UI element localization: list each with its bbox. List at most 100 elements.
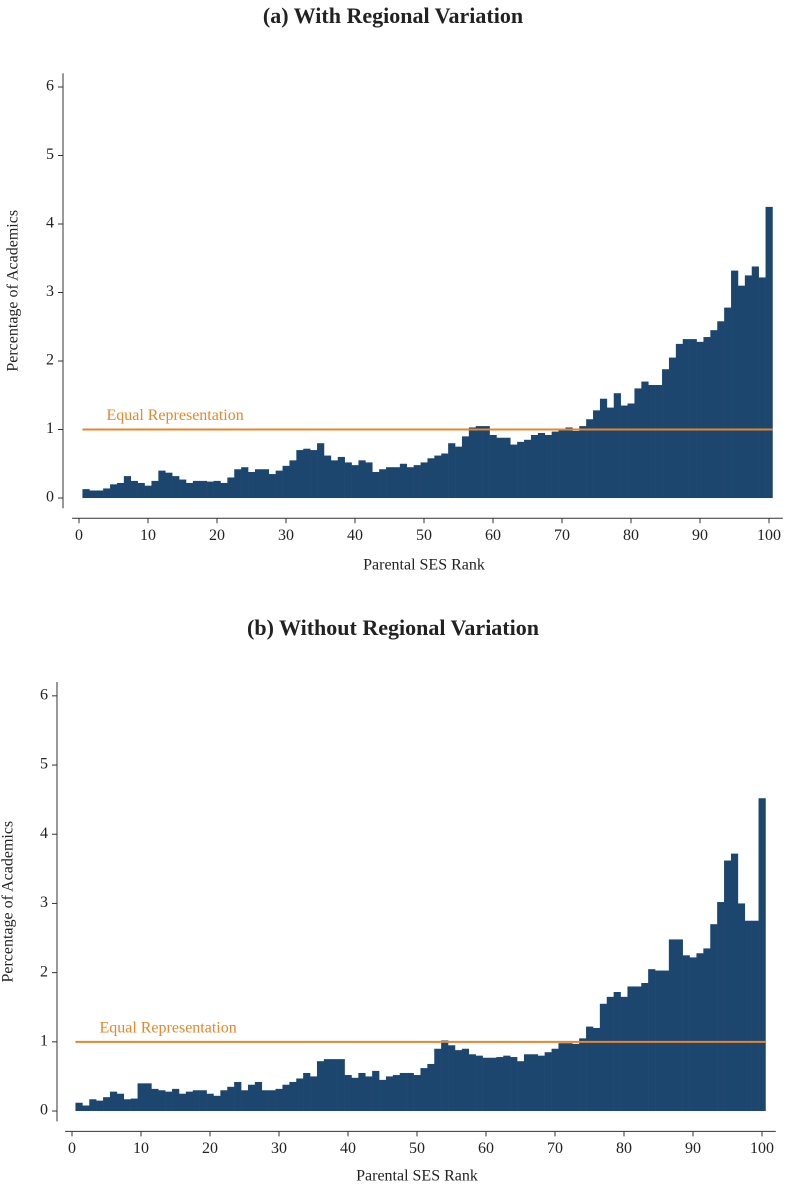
bar [606,996,614,1112]
reference-label: Equal Representation [106,407,243,424]
bar [689,339,697,499]
bar [461,436,470,499]
bar [523,1054,532,1112]
bar [468,1054,476,1112]
bar [737,903,746,1112]
bar [454,1050,463,1112]
chart-title: (b) Without Regional Variation [247,615,539,640]
x-tick-label: 60 [485,527,501,544]
x-tick-label: 20 [202,1140,218,1157]
y-tick-label: 4 [40,825,48,842]
bar [358,460,366,499]
bar [468,427,477,499]
bar [192,1090,200,1112]
bar [358,1072,366,1112]
bar [316,1061,325,1112]
bar [448,443,456,499]
x-tick-label: 90 [692,527,708,544]
x-tick-label: 100 [757,527,781,544]
bar [151,1088,159,1112]
bar [675,939,683,1112]
y-tick-label: 5 [46,146,54,163]
bar [641,381,649,499]
x-tick-label: 30 [271,1140,287,1157]
bar [655,384,663,499]
bar [627,986,635,1112]
y-tick-label: 3 [46,283,54,300]
bar [592,1027,601,1112]
reference-label: Equal Representation [99,1019,236,1036]
bar [434,455,442,499]
x-tick-label: 0 [68,1140,76,1157]
bar [275,1088,283,1112]
bar [668,939,677,1112]
bar [213,1095,221,1112]
bar [178,1093,187,1112]
bar [565,427,573,499]
bar [213,480,221,499]
x-tick-label: 20 [209,527,225,544]
bar [89,1099,97,1112]
bar [103,1097,111,1112]
bar [530,435,539,499]
bar [710,330,718,499]
bar [461,1048,470,1112]
bar [247,1084,256,1112]
bar [103,488,111,499]
bar [765,206,773,499]
x-tick-label: 10 [140,527,156,544]
bar [96,1100,104,1112]
bar [758,277,766,499]
bar [165,1091,173,1112]
bar [413,1075,421,1112]
y-axis-label: Percentage of Academics [5,210,22,372]
bar [110,484,118,499]
bar [696,341,704,499]
bar [220,482,228,499]
bar [172,476,180,499]
bar [116,1093,125,1112]
bar [179,479,187,499]
bar [248,471,256,499]
bar [648,384,656,499]
bar [758,798,766,1112]
bar [682,955,690,1112]
bar [551,431,559,499]
y-tick-label: 0 [40,1102,48,1119]
bar [737,285,746,499]
bar [441,453,449,499]
bar [234,1081,242,1112]
x-tick-label: 80 [623,527,639,544]
bar [496,1057,504,1112]
x-axis-label: Parental SES Rank [363,557,485,574]
bar [475,426,483,499]
bar [620,996,628,1112]
bar [254,1081,263,1112]
bar [372,471,380,499]
bar [724,860,732,1112]
bar [620,405,628,499]
x-tick-label: 40 [347,527,363,544]
bar [544,1052,552,1112]
bar [89,490,97,499]
bar [724,307,732,499]
y-tick-label: 6 [46,78,54,95]
bar [613,393,621,499]
bar [158,1090,166,1112]
bar [192,480,201,499]
bar [579,1038,587,1112]
bar [503,1055,511,1112]
bar [227,477,235,499]
bar [517,1061,525,1112]
y-tick-label: 6 [40,687,48,704]
bar [130,1098,138,1112]
bar [744,920,752,1112]
bar [717,321,725,499]
bar [151,480,159,499]
bar [517,441,525,499]
bar [655,970,663,1112]
x-tick-label: 50 [416,527,432,544]
bar [565,1043,573,1112]
bar [123,1099,131,1112]
bar [109,1091,118,1112]
